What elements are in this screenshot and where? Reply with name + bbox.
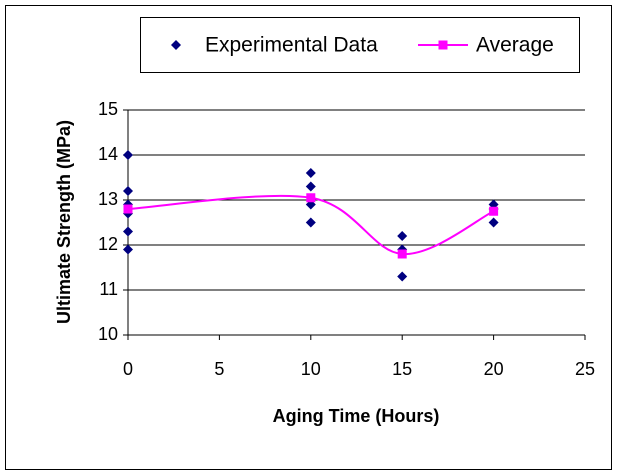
x-tick-label: 20: [484, 359, 504, 379]
x-tick-label: 10: [301, 359, 321, 379]
data-point: [123, 186, 133, 196]
data-point: [305, 181, 316, 192]
data-point: [123, 204, 133, 214]
data-point: [123, 226, 133, 237]
y-tick-label: 11: [99, 279, 118, 299]
average-line: [127, 194, 495, 256]
data-point: [397, 249, 407, 259]
data-point: [488, 217, 499, 228]
data-point: [305, 168, 316, 178]
chart-border: [5, 5, 612, 470]
data-point: [305, 217, 316, 228]
x-tick-label: 0: [123, 359, 133, 379]
data-point: [397, 271, 408, 282]
data-point: [123, 244, 133, 255]
legend-box: [140, 17, 580, 73]
y-tick-label: 13: [98, 189, 118, 209]
data-point: [123, 150, 133, 160]
legend-marker: [438, 40, 448, 50]
legend-marker: [171, 40, 181, 50]
data-point: [489, 206, 499, 216]
legend-label: Average: [476, 34, 554, 57]
data-point: [397, 231, 408, 241]
data-point: [306, 193, 316, 203]
x-tick-label: 15: [392, 359, 412, 379]
y-tick-label: 10: [98, 324, 118, 344]
y-tick-label: 12: [98, 234, 118, 254]
x-tick-label: 5: [214, 359, 224, 379]
x-tick-label: 25: [575, 359, 595, 379]
y-tick-label: 14: [98, 144, 118, 164]
y-axis-title: Ultimate Strength (MPa): [54, 120, 74, 324]
legend-label: Experimental Data: [205, 34, 378, 57]
x-axis-title: Aging Time (Hours): [273, 406, 440, 426]
y-tick-label: 15: [98, 99, 118, 119]
